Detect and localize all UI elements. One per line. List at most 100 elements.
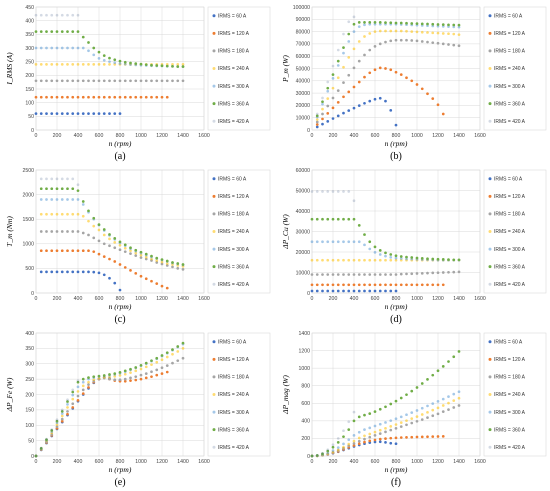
data-point (373, 258, 377, 262)
data-point (60, 95, 64, 99)
legend-entry: IRMS = 180 A (494, 49, 526, 55)
data-point (76, 183, 80, 187)
data-point (60, 13, 64, 17)
x-tick-label: 1600 (198, 133, 210, 139)
legend-entry: IRMS = 300 A (218, 247, 250, 253)
data-point (76, 379, 80, 383)
series (39, 249, 169, 290)
data-point (144, 79, 148, 83)
legend-entry: IRMS = 120 A (218, 357, 250, 363)
data-point (336, 114, 340, 118)
data-point (352, 283, 356, 287)
legend-marker (488, 282, 492, 286)
x-tick-label: 0 (311, 459, 314, 465)
data-point (60, 187, 64, 191)
legend-marker (488, 212, 492, 216)
data-point (373, 251, 377, 254)
data-point (373, 410, 377, 413)
data-point (176, 267, 180, 270)
data-point (394, 256, 398, 260)
data-point (171, 265, 174, 269)
data-point (410, 389, 414, 393)
data-point (420, 257, 424, 260)
data-point (108, 377, 111, 381)
data-point (315, 240, 319, 244)
legend-marker (488, 410, 492, 414)
data-point (336, 273, 340, 276)
data-point (176, 79, 180, 83)
data-point (394, 426, 398, 430)
data-point (399, 283, 403, 287)
data-point (426, 435, 429, 439)
data-point (394, 273, 398, 276)
data-point (118, 243, 122, 247)
data-point (368, 22, 372, 26)
data-point (373, 245, 377, 249)
data-point (150, 279, 153, 283)
data-point (436, 23, 440, 26)
data-point (60, 414, 64, 418)
data-point (45, 30, 48, 33)
data-point (97, 228, 101, 232)
y-tick-label: 150 (25, 408, 34, 414)
data-point (405, 76, 408, 80)
legend-entry: IRMS = 180 A (218, 212, 250, 218)
data-point (452, 392, 456, 396)
data-point (326, 283, 330, 287)
data-point (326, 240, 330, 244)
data-point (181, 65, 185, 68)
data-point (55, 112, 59, 115)
data-point (160, 95, 164, 99)
data-point (71, 270, 75, 274)
data-point (331, 190, 335, 193)
data-point (384, 283, 387, 287)
data-point (139, 62, 143, 66)
data-point (81, 112, 85, 115)
legend-marker (488, 393, 492, 396)
legend-entry: IRMS = 360 A (218, 101, 250, 107)
data-point (92, 53, 96, 57)
legend-entry: IRMS = 60 A (218, 13, 247, 19)
data-point (97, 239, 101, 243)
data-point (426, 410, 429, 414)
data-point (415, 409, 419, 412)
data-point (326, 190, 330, 193)
series (39, 187, 185, 266)
y-tick-label: 70000 (296, 42, 311, 48)
data-point (373, 424, 377, 428)
data-point (55, 270, 59, 274)
data-point (155, 261, 159, 264)
data-point (415, 22, 419, 25)
data-point (326, 451, 330, 455)
data-point (60, 46, 64, 50)
data-point (436, 412, 440, 416)
data-point (123, 95, 127, 99)
data-point (436, 400, 440, 403)
data-point (410, 283, 414, 287)
legend-marker (488, 102, 492, 106)
data-point (123, 250, 127, 254)
data-point (368, 32, 372, 35)
data-point (113, 61, 117, 65)
data-point (457, 258, 461, 262)
x-tick-label: 1000 (411, 459, 423, 465)
data-point (331, 106, 335, 110)
data-point (45, 46, 48, 50)
data-point (102, 112, 106, 115)
data-point (436, 369, 440, 373)
data-point (373, 434, 377, 437)
data-point (92, 270, 96, 274)
legend-marker (212, 194, 216, 198)
legend-entry: IRMS = 60 A (494, 13, 523, 19)
legend: IRMS = 60 A IRMS = 120 A IRMS = 180 A IRMS … (483, 332, 547, 457)
data-point (321, 258, 324, 262)
data-point (45, 230, 48, 233)
data-point (123, 369, 127, 373)
y-axis-label: T_m (Nm) (5, 216, 14, 247)
data-point (171, 348, 174, 351)
y-tick-label: 2500 (22, 168, 34, 174)
data-point (123, 372, 127, 376)
data-point (150, 63, 153, 67)
data-point (50, 198, 54, 201)
legend-marker (212, 14, 216, 18)
